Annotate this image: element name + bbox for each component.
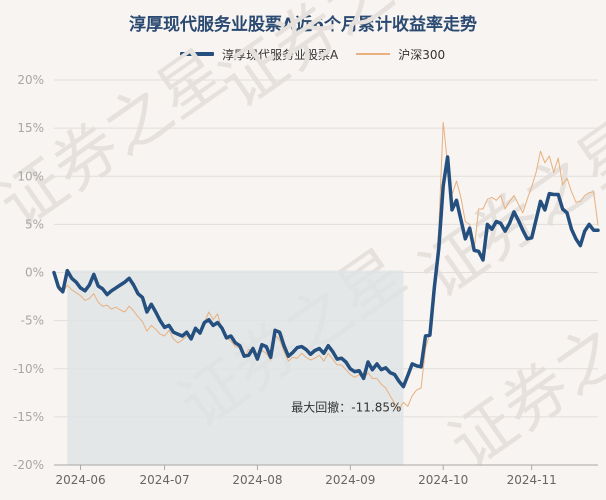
- y-tick-label: -5%: [21, 314, 44, 328]
- x-tick-label: 2024-08: [232, 473, 282, 487]
- legend-item-index[interactable]: 沪深300: [356, 46, 445, 63]
- legend-swatch-fund: [180, 52, 214, 56]
- watermark-text: 证券之星: [437, 276, 606, 483]
- x-tick-label: 2024-07: [139, 473, 189, 487]
- y-tick-label: 15%: [17, 121, 44, 135]
- x-tick-label: 2024-11: [507, 473, 557, 487]
- y-tick-label: 0%: [25, 266, 44, 280]
- watermark-text: 证券之星: [207, 0, 459, 123]
- y-axis: 20% 15% 10% 5% 0% -5% -10% -15% -20%: [13, 73, 44, 472]
- legend-label-index: 沪深300: [398, 47, 446, 62]
- chart-title: 淳厚现代服务业股票A近6个月累计收益率走势: [129, 15, 477, 35]
- legend-label-fund: 淳厚现代服务业股票A: [222, 47, 339, 62]
- legend: 淳厚现代服务业股票A 沪深300: [180, 46, 463, 62]
- watermark-text: 证券之星: [0, 36, 239, 243]
- y-tick-label: -10%: [13, 362, 44, 376]
- legend-swatch-index: [356, 53, 391, 55]
- x-axis: 2024-06 2024-07 2024-08 2024-09 2024-10 2024-…: [54, 464, 598, 487]
- y-tick-label: 10%: [17, 169, 44, 183]
- y-tick-label: 20%: [17, 73, 44, 87]
- max-drawdown-label: 最大回撤：-11.85%: [291, 400, 401, 415]
- legend-item-fund[interactable]: 淳厚现代服务业股票A: [180, 46, 338, 63]
- series-line-fund: [52, 155, 600, 389]
- x-tick-label: 2024-10: [418, 473, 468, 487]
- y-tick-label: 5%: [25, 217, 44, 231]
- x-tick-label: 2024-06: [55, 473, 105, 487]
- series-line-index: [53, 121, 599, 410]
- x-tick-label: 2024-09: [325, 473, 375, 487]
- max-drawdown-area: [67, 270, 404, 465]
- y-tick-label: -20%: [13, 458, 44, 472]
- y-tick-label: -15%: [13, 410, 44, 424]
